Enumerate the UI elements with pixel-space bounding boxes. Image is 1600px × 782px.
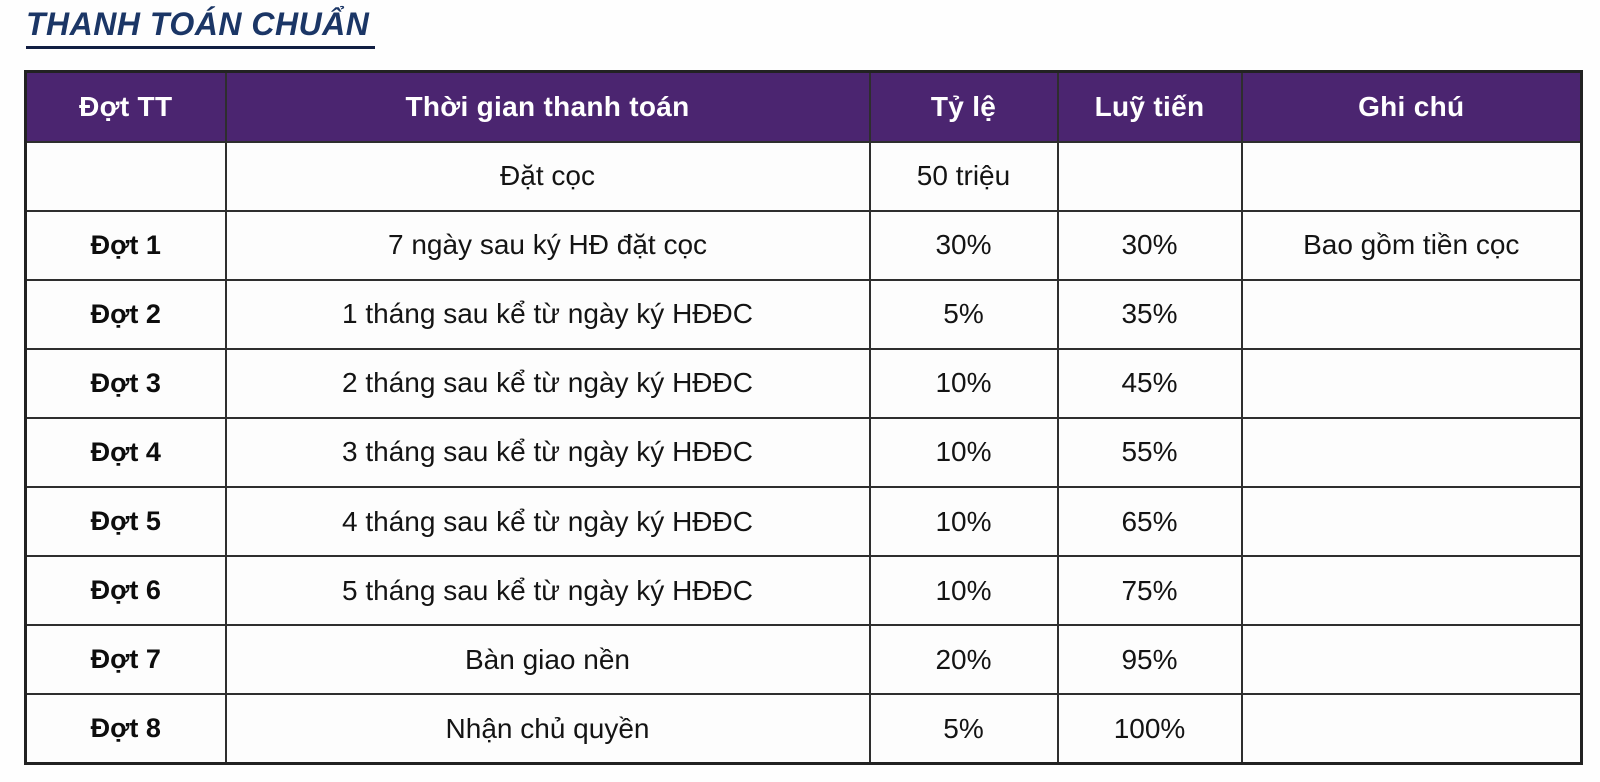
cell-time: 4 tháng sau kể từ ngày ký HĐĐC	[224, 486, 871, 558]
cell-rate: 5%	[868, 278, 1059, 350]
cell-cumulative: 30%	[1056, 209, 1243, 281]
page-title: THANH TOÁN CHUẨN	[26, 6, 376, 49]
cell-time: 1 tháng sau kể từ ngày ký HĐĐC	[224, 278, 871, 350]
cell-note	[1240, 486, 1583, 558]
cell-phase	[24, 140, 227, 212]
table-row: Đợt 1 7 ngày sau ký HĐ đặt cọc 30% 30% B…	[24, 209, 1583, 281]
cell-time: Nhận chủ quyền	[224, 693, 871, 765]
payment-schedule-table: Đợt TT Thời gian thanh toán Tỷ lệ Luỹ ti…	[24, 70, 1583, 765]
cell-note	[1240, 693, 1583, 765]
column-header-thoi-gian: Thời gian thanh toán	[224, 70, 871, 143]
header-row: Đợt TT Thời gian thanh toán Tỷ lệ Luỹ ti…	[24, 70, 1583, 143]
cell-rate: 10%	[868, 347, 1059, 419]
cell-rate: 50 triệu	[868, 140, 1059, 212]
cell-note	[1240, 624, 1583, 696]
cell-cumulative: 75%	[1056, 555, 1243, 627]
cell-time: 3 tháng sau kể từ ngày ký HĐĐC	[224, 416, 871, 489]
cell-phase: Đợt 1	[24, 209, 227, 281]
cell-cumulative	[1056, 140, 1243, 212]
column-header-dot-tt: Đợt TT	[24, 70, 227, 143]
cell-rate: 30%	[868, 209, 1059, 281]
cell-cumulative: 45%	[1056, 347, 1243, 419]
cell-phase: Đợt 2	[24, 278, 227, 350]
table-row: Đợt 2 1 tháng sau kể từ ngày ký HĐĐC 5% …	[24, 278, 1583, 350]
cell-note	[1240, 416, 1583, 489]
cell-phase: Đợt 8	[24, 693, 227, 765]
table-row: Đợt 6 5 tháng sau kể từ ngày ký HĐĐC 10%…	[24, 555, 1583, 627]
cell-cumulative: 55%	[1056, 416, 1243, 489]
cell-cumulative: 100%	[1056, 693, 1243, 765]
cell-rate: 20%	[868, 624, 1059, 696]
cell-note	[1240, 555, 1583, 627]
cell-time: Đặt cọc	[224, 140, 871, 212]
cell-phase: Đợt 5	[24, 486, 227, 558]
cell-note: Bao gồm tiền cọc	[1240, 209, 1583, 281]
cell-time: Bàn giao nền	[224, 624, 871, 696]
table-row: Đặt cọc 50 triệu	[24, 140, 1583, 212]
column-header-luy-tien: Luỹ tiến	[1056, 70, 1243, 143]
cell-rate: 10%	[868, 486, 1059, 558]
cell-phase: Đợt 6	[24, 555, 227, 627]
table-header: Đợt TT Thời gian thanh toán Tỷ lệ Luỹ ti…	[24, 70, 1583, 143]
cell-cumulative: 95%	[1056, 624, 1243, 696]
cell-note	[1240, 278, 1583, 350]
cell-cumulative: 35%	[1056, 278, 1243, 350]
cell-note	[1240, 140, 1583, 212]
cell-time: 2 tháng sau kể từ ngày ký HĐĐC	[224, 347, 871, 419]
cell-time: 7 ngày sau ký HĐ đặt cọc	[224, 209, 871, 281]
cell-time: 5 tháng sau kể từ ngày ký HĐĐC	[224, 555, 871, 627]
cell-rate: 5%	[868, 693, 1059, 765]
table-row: Đợt 5 4 tháng sau kể từ ngày ký HĐĐC 10%…	[24, 486, 1583, 558]
table-row: Đợt 3 2 tháng sau kể từ ngày ký HĐĐC 10%…	[24, 347, 1583, 419]
cell-phase: Đợt 7	[24, 624, 227, 696]
column-header-ty-le: Tỷ lệ	[868, 70, 1059, 143]
cell-rate: 10%	[868, 416, 1059, 489]
column-header-ghi-chu: Ghi chú	[1240, 70, 1583, 143]
cell-phase: Đợt 4	[24, 416, 227, 489]
cell-note	[1240, 347, 1583, 419]
cell-rate: 10%	[868, 555, 1059, 627]
table-body: Đặt cọc 50 triệu Đợt 1 7 ngày sau ký HĐ …	[24, 140, 1583, 765]
table-row: Đợt 7 Bàn giao nền 20% 95%	[24, 624, 1583, 696]
table-row: Đợt 4 3 tháng sau kể từ ngày ký HĐĐC 10%…	[24, 416, 1583, 489]
cell-cumulative: 65%	[1056, 486, 1243, 558]
table-row: Đợt 8 Nhận chủ quyền 5% 100%	[24, 693, 1583, 765]
cell-phase: Đợt 3	[24, 347, 227, 419]
